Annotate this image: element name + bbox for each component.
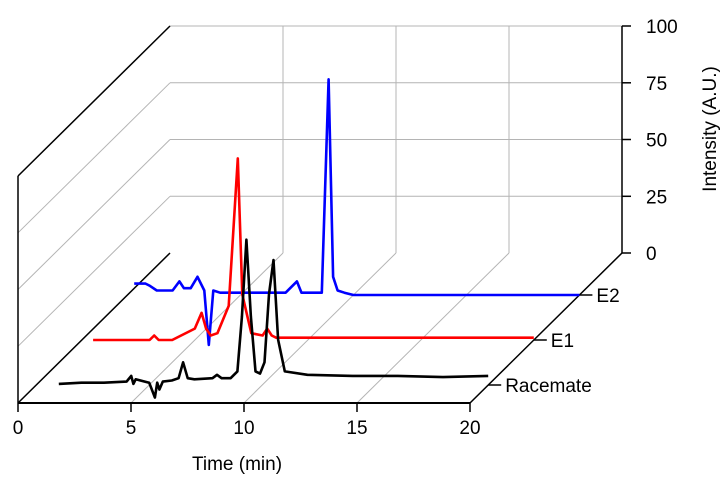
x-tick-label: 5 [126,418,137,439]
y-tick-label: 50 [646,131,667,152]
frame-edge-line [18,253,170,403]
y-tick-label: 100 [646,17,678,38]
series-line-e1 [93,158,534,340]
series-line-e2 [134,79,579,345]
grid-lines [18,26,622,403]
x-tick-label: 15 [346,418,367,439]
y-axis-title: Intensity (A.U.) [700,66,721,192]
y-tick-label: 0 [646,244,657,265]
x-tick-label: 10 [233,418,254,439]
frame-edge-line [18,26,170,176]
y-tick-label: 75 [646,74,667,95]
side-wall-grid-line [18,83,170,233]
floor-grid-line [357,253,509,403]
x-axis-title: Time (min) [192,454,282,475]
y-tick-label: 25 [646,187,667,208]
side-wall-grid-line [18,196,170,346]
series-traces [59,79,580,397]
x-tick-label: 0 [13,418,24,439]
series-label-e1: E1 [551,331,574,352]
x-tick-label: 20 [459,418,480,439]
side-wall-grid-line [18,140,170,290]
series-label-racemate: Racemate [505,376,592,397]
series-label-e2: E2 [596,286,619,307]
